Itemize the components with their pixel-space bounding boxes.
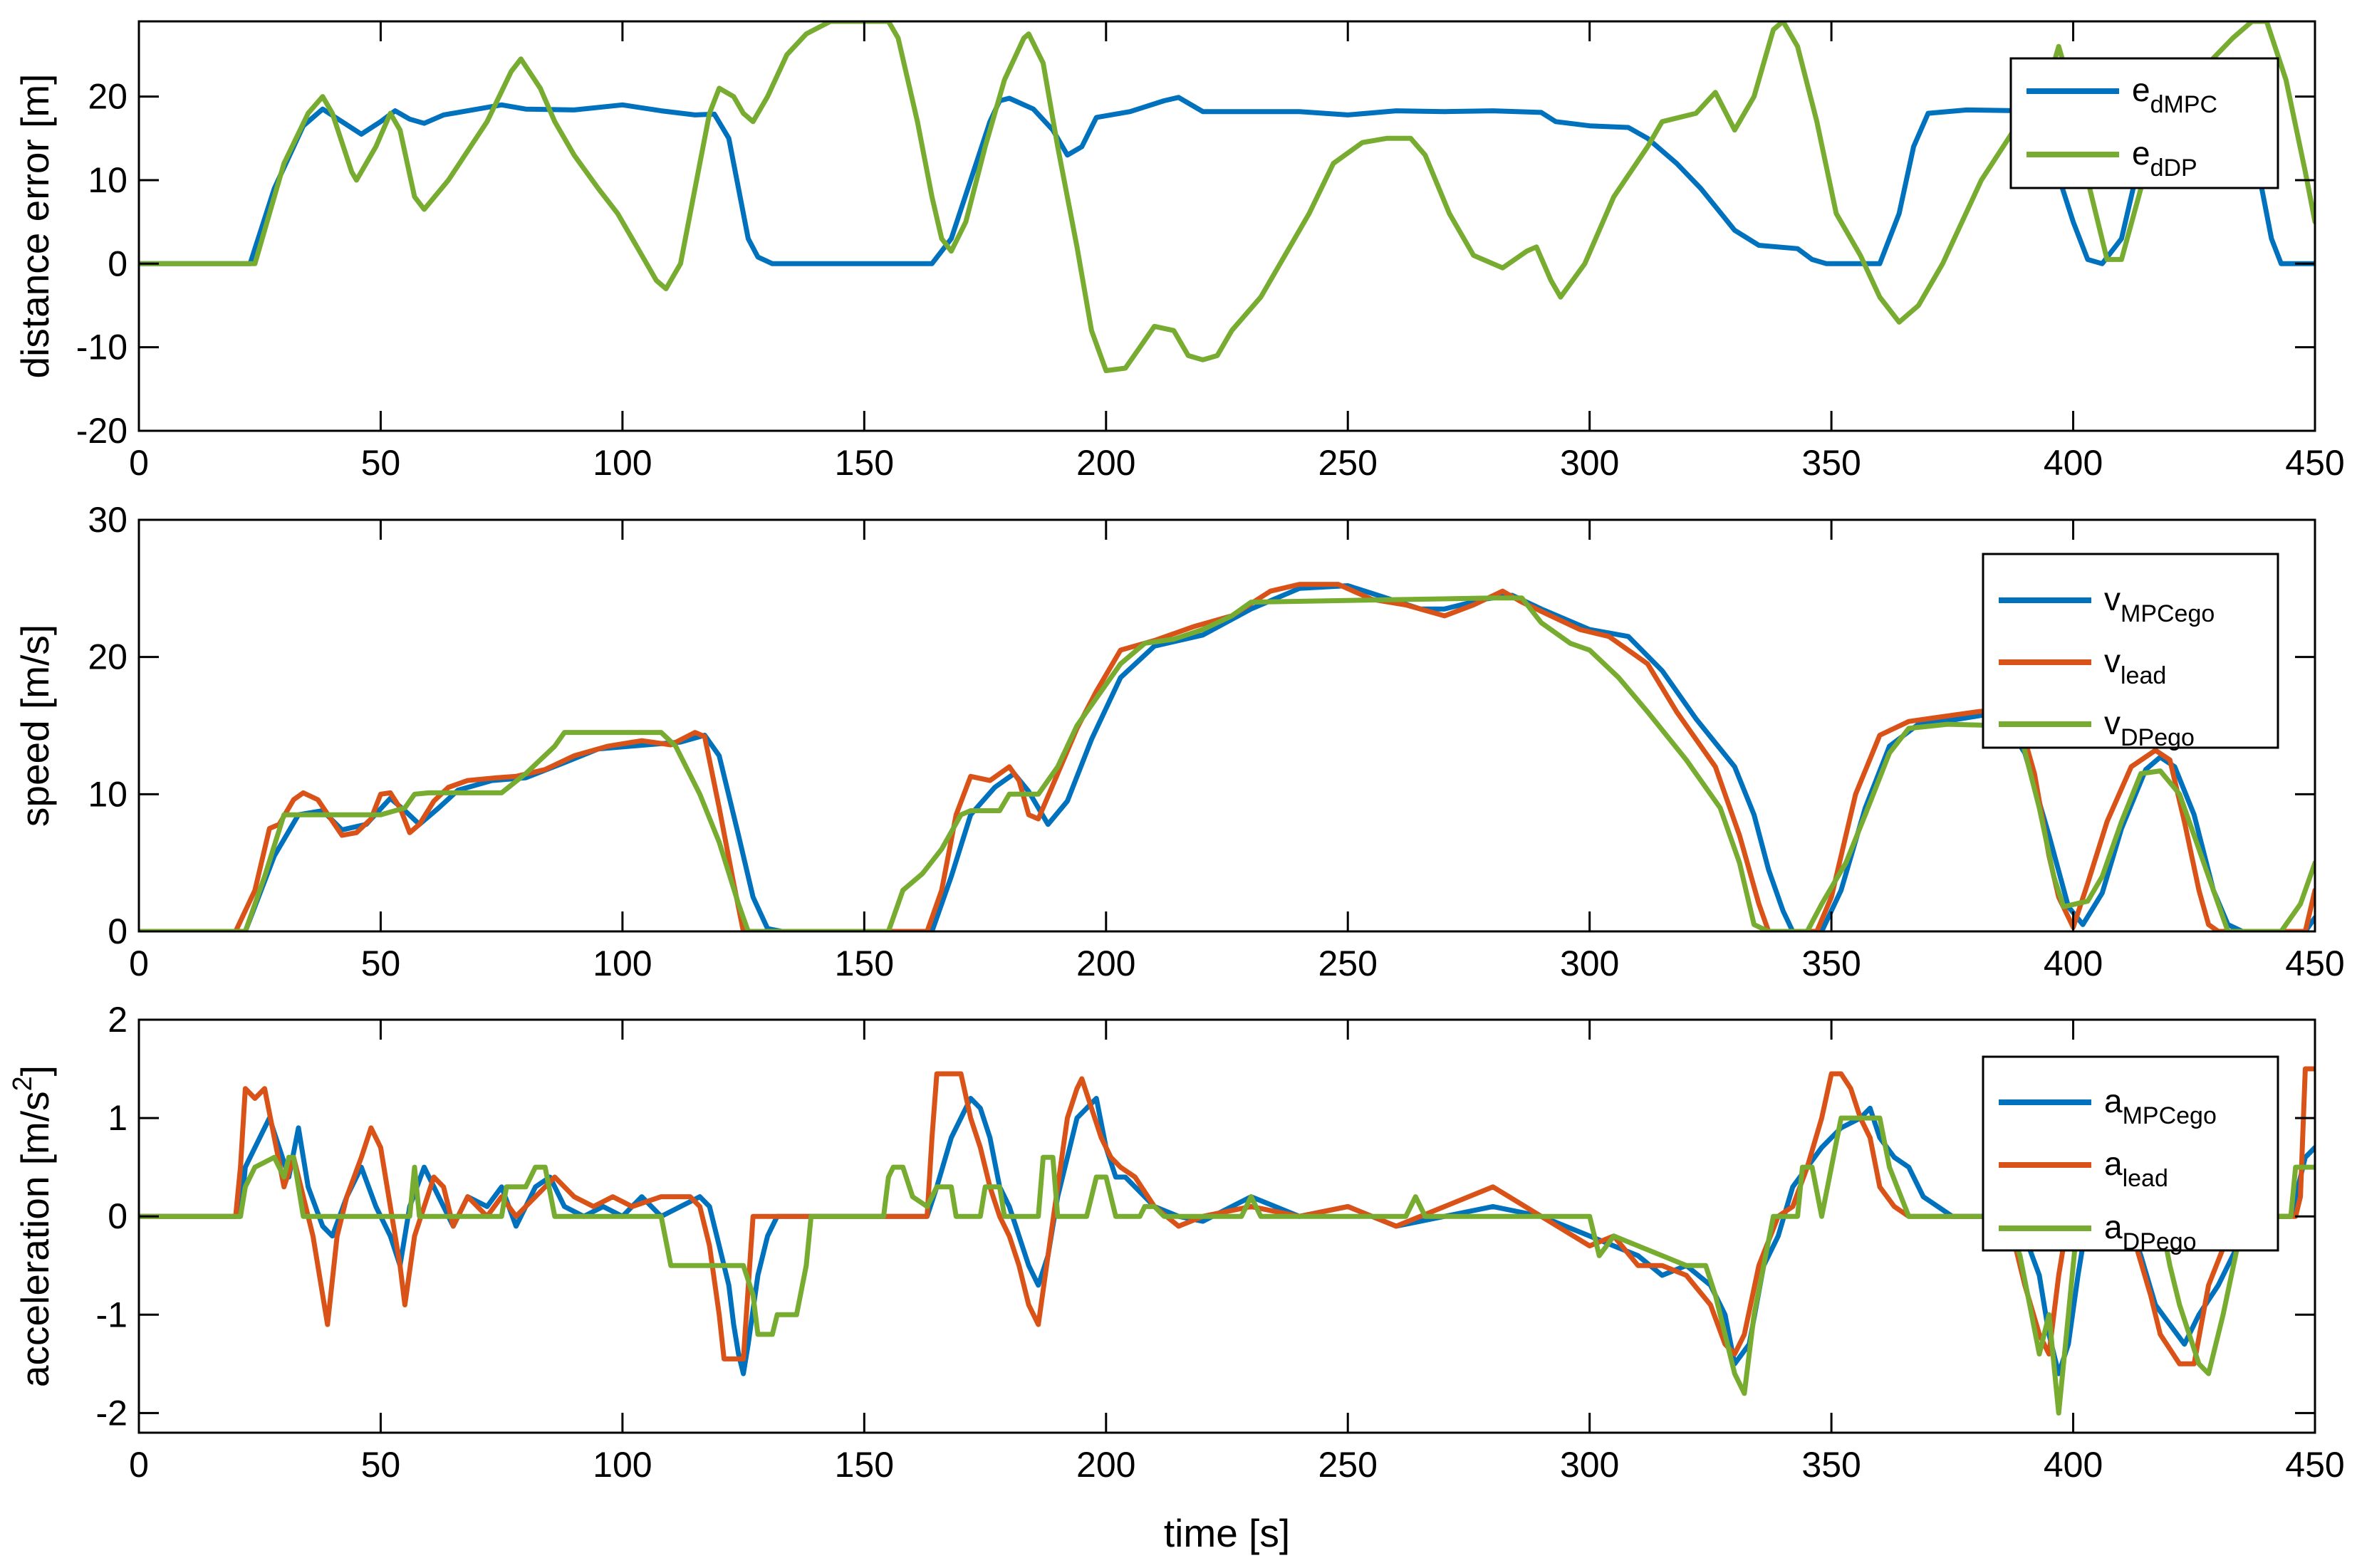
x-tick-label: 450	[2285, 443, 2344, 483]
y-tick-label: 0	[108, 244, 128, 283]
legend-entry: aDPego	[2104, 1208, 2197, 1255]
x-tick-label: 450	[2285, 944, 2344, 983]
series-line-v-DPego	[139, 595, 2315, 931]
x-tick-label: 100	[593, 1445, 652, 1485]
series-line-e-dDP	[139, 21, 2315, 373]
y-tick-label: -20	[76, 411, 128, 451]
legend-entry: aMPCego	[2104, 1082, 2217, 1129]
x-tick-label: 400	[2044, 1445, 2103, 1485]
y-tick-label: 2	[108, 1000, 128, 1040]
legend-box	[2009, 57, 2279, 189]
x-tick-label: 50	[361, 944, 401, 983]
axes-frame	[137, 518, 2316, 933]
legend-entry: vMPCego	[2104, 580, 2215, 627]
x-tick-label: 150	[835, 944, 894, 983]
y-tick-label: 0	[108, 1196, 128, 1236]
x-tick-label: 200	[1076, 944, 1135, 983]
subplot-2: 0 50 100 150 200 250 300 350 400 450 0 10 20 30 speed …	[13, 500, 2345, 983]
y-tick-label: -10	[76, 328, 128, 367]
x-tick-label: 250	[1318, 944, 1378, 983]
y-tick-label: 30	[88, 500, 128, 540]
y-tick-label: 10	[88, 160, 128, 200]
y-tick-label: 20	[88, 637, 128, 677]
y-tick-label: 1	[108, 1098, 128, 1138]
x-tick-label: 400	[2044, 944, 2103, 983]
legend-box	[1982, 553, 2279, 749]
x-tick-label: 0	[129, 944, 149, 983]
y-tick-label: 10	[88, 774, 128, 814]
x-tick-label: 450	[2285, 1445, 2344, 1485]
x-tick-label: 250	[1318, 443, 1378, 483]
x-tick-label: 300	[1560, 1445, 1619, 1485]
legend-entry: vDPego	[2104, 704, 2195, 751]
y-axis-label: speed [m/s]	[13, 624, 57, 827]
x-tick-label: 50	[361, 1445, 401, 1485]
series-line-a-DPego	[139, 1115, 2315, 1416]
legend-box	[1982, 1055, 2279, 1252]
x-tick-label: 350	[1801, 944, 1861, 983]
axes-frame	[137, 1018, 2316, 1434]
x-tick-label: 150	[835, 1445, 894, 1485]
y-axis-label: distance error [m]	[13, 74, 57, 379]
legend-entry: edDP	[2132, 135, 2197, 182]
legend-entry: edMPC	[2132, 71, 2217, 118]
subplot-3: 0 50 100 150 200 250 300 350 400 450 -2 -1 0 1 2 accele…	[8, 1000, 2345, 1555]
series-line-e-dMPC	[139, 95, 2315, 266]
x-tick-label: 400	[2044, 443, 2103, 483]
y-tick-label: -1	[96, 1295, 128, 1334]
x-tick-label: 0	[129, 1445, 149, 1485]
x-tick-label: 0	[129, 443, 149, 483]
x-tick-label: 200	[1076, 443, 1135, 483]
x-tick-label: 250	[1318, 1445, 1378, 1485]
x-tick-label: 300	[1560, 443, 1619, 483]
axes-frame	[137, 20, 2316, 432]
x-tick-label: 200	[1076, 1445, 1135, 1485]
x-axis-label: time [s]	[1164, 1511, 1290, 1555]
x-tick-label: 300	[1560, 944, 1619, 983]
legend: aMPCego alead aDPego	[1982, 1055, 2279, 1255]
x-tick-label: 350	[1801, 443, 1861, 483]
y-tick-label: 20	[88, 77, 128, 117]
x-tick-label: 150	[835, 443, 894, 483]
y-axis-label: acceleration [m/s2]	[8, 1065, 57, 1387]
x-tick-label: 350	[1801, 1445, 1861, 1485]
subplot-1: 0 50 100 150 200 250 300 350 400 450 -20 -10 0 10 20 di…	[13, 20, 2345, 483]
x-tick-label: 100	[593, 443, 652, 483]
legend: edMPC edDP	[2009, 57, 2279, 189]
y-tick-label: 0	[108, 911, 128, 951]
y-tick-label: -2	[96, 1393, 128, 1433]
legend-entry: alead	[2104, 1145, 2168, 1192]
x-tick-label: 50	[361, 443, 401, 483]
x-tick-label: 100	[593, 944, 652, 983]
legend: vMPCego vlead vDPego	[1982, 553, 2279, 751]
legend-entry: vlead	[2104, 642, 2166, 689]
